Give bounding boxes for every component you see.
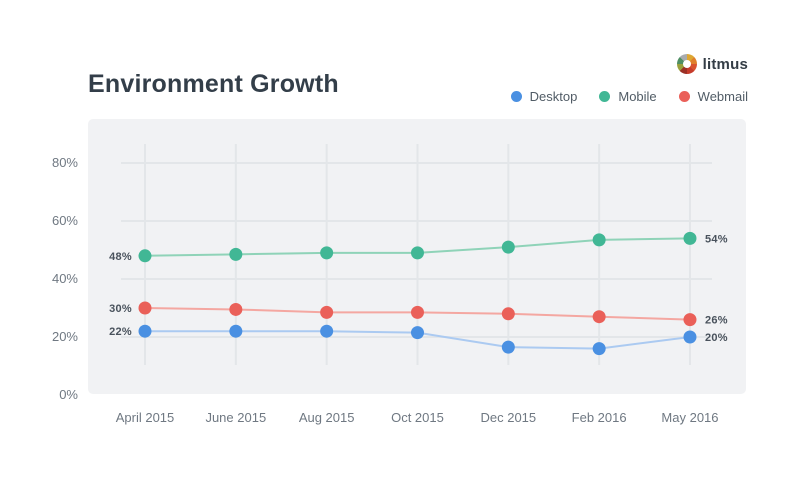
x-tick-label: Feb 2016 xyxy=(571,410,627,425)
litmus-logo-text: litmus xyxy=(702,55,748,73)
x-tick-label: Oct 2015 xyxy=(391,410,444,425)
legend-item-webmail[interactable]: Webmail xyxy=(678,89,748,104)
data-point-webmail xyxy=(501,307,515,321)
chart-canvas: 22% 20% 48% 54% 30% 26% xyxy=(109,144,728,365)
legend-label: Webmail xyxy=(697,89,748,104)
data-point-mobile xyxy=(683,231,697,245)
last-value-label-mobile: 54% xyxy=(705,233,728,245)
data-point-mobile xyxy=(138,249,152,263)
legend-dot-icon xyxy=(510,91,522,102)
litmus-logo: litmus xyxy=(676,54,748,74)
first-value-label-mobile: 48% xyxy=(109,251,132,263)
y-tick-label: 80% xyxy=(51,155,78,170)
data-point-desktop xyxy=(501,340,515,354)
data-point-desktop xyxy=(229,324,243,338)
legend-label: Desktop xyxy=(529,89,578,104)
data-point-mobile xyxy=(229,247,243,261)
y-tick-label: 40% xyxy=(51,271,78,286)
data-point-desktop xyxy=(138,324,152,338)
chart-legend: Desktop Mobile Webmail xyxy=(510,89,748,104)
legend-label: Mobile xyxy=(618,89,657,104)
legend-dot-icon xyxy=(599,91,611,102)
first-value-label-desktop: 22% xyxy=(109,326,132,338)
data-point-webmail xyxy=(592,310,606,324)
page-title: Environment Growth xyxy=(88,69,339,98)
x-tick-label: May 2016 xyxy=(661,410,719,425)
legend-dot-icon xyxy=(678,91,690,102)
x-tick-label: Dec 2015 xyxy=(480,410,537,425)
data-point-mobile xyxy=(410,246,424,260)
data-point-desktop xyxy=(592,342,606,356)
data-point-webmail xyxy=(138,301,152,315)
data-point-webmail xyxy=(229,302,243,316)
y-tick-label: 60% xyxy=(51,213,78,228)
first-value-label-webmail: 30% xyxy=(109,303,132,315)
y-tick-label: 20% xyxy=(51,329,78,344)
legend-item-mobile[interactable]: Mobile xyxy=(599,89,657,104)
x-tick-label: June 2015 xyxy=(205,410,267,425)
last-value-label-webmail: 26% xyxy=(705,315,728,327)
plot-area: 22% 20% 48% 54% 30% 26% xyxy=(88,119,746,394)
x-tick-label: April 2015 xyxy=(115,410,175,425)
data-point-desktop xyxy=(410,326,424,340)
data-point-webmail xyxy=(683,313,697,327)
last-value-label-desktop: 20% xyxy=(705,332,728,344)
data-point-webmail xyxy=(410,305,424,319)
litmus-pinwheel-icon xyxy=(676,54,697,74)
data-point-mobile xyxy=(320,246,334,260)
data-point-mobile xyxy=(592,233,606,247)
data-point-desktop xyxy=(320,324,334,338)
data-point-desktop xyxy=(683,330,697,344)
y-tick-label: 0% xyxy=(59,387,78,402)
data-point-mobile xyxy=(501,240,515,254)
legend-item-desktop[interactable]: Desktop xyxy=(510,89,578,104)
data-point-webmail xyxy=(320,305,334,319)
x-tick-label: Aug 2015 xyxy=(298,410,355,425)
